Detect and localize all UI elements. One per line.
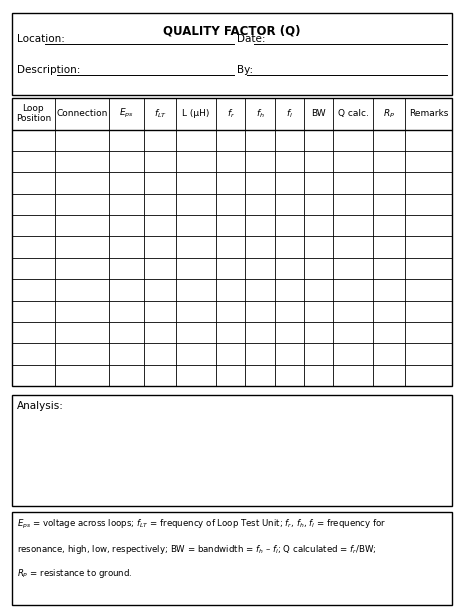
Text: By:: By:: [236, 65, 256, 75]
Text: $\mathit{f}_{LT}$: $\mathit{f}_{LT}$: [153, 108, 166, 120]
Text: Date:: Date:: [236, 34, 268, 45]
Text: Description:: Description:: [17, 65, 84, 75]
Text: $\mathit{f}_{r}$: $\mathit{f}_{r}$: [226, 108, 234, 120]
Text: QUALITY FACTOR (​Q​): QUALITY FACTOR (​Q​): [163, 24, 300, 37]
Text: $\mathit{R}_{P}$ = resistance to ground.: $\mathit{R}_{P}$ = resistance to ground.: [17, 567, 132, 580]
Text: $\mathit{f}_{l}$: $\mathit{f}_{l}$: [285, 108, 292, 120]
Text: Analysis:: Analysis:: [17, 401, 64, 411]
Text: $\mathit{E}_{ps}$: $\mathit{E}_{ps}$: [119, 107, 134, 120]
Text: Loop
Position: Loop Position: [16, 104, 51, 123]
Text: $\mathit{E}_{ps}$ = voltage across loops; $\mathit{f}_{LT}$ = frequency of Loop : $\mathit{E}_{ps}$ = voltage across loops…: [17, 518, 386, 531]
Text: Location:: Location:: [17, 34, 68, 45]
Text: resonance, high, low, respectively; BW = bandwidth = $\mathit{f}_{h}$ – $\mathit: resonance, high, low, respectively; BW =…: [17, 543, 376, 555]
Text: BW: BW: [311, 109, 325, 118]
Text: $\mathit{R}_{P}$: $\mathit{R}_{P}$: [382, 108, 394, 120]
Text: L (μH): L (μH): [182, 109, 209, 118]
Text: $\mathit{f}_{h}$: $\mathit{f}_{h}$: [255, 108, 264, 120]
Text: Remarks: Remarks: [408, 109, 447, 118]
Text: Q calc.: Q calc.: [337, 109, 368, 118]
Text: Connection: Connection: [56, 109, 108, 118]
